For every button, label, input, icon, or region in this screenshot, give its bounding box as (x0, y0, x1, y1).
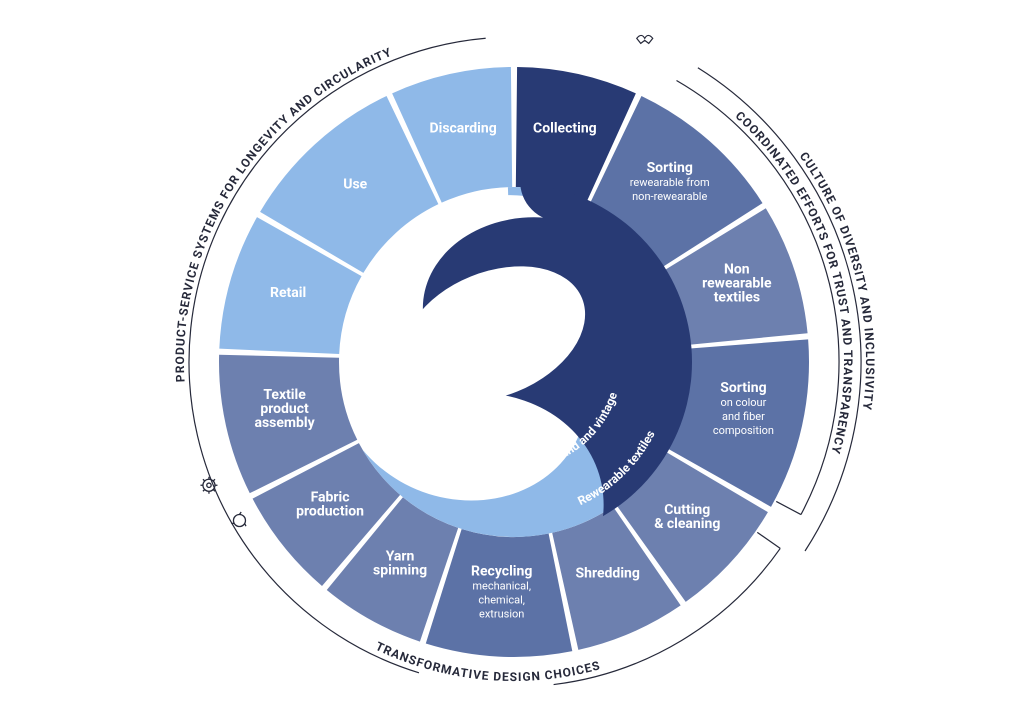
segment-sorting-fiber-text: Sorting (720, 380, 766, 396)
cycle-icon (231, 512, 246, 526)
segment-sorting-fiber-text: on colour (720, 396, 766, 409)
segment-sorting-rewear-text: Sorting (647, 160, 693, 176)
segment-sorting-rewear-text: non-rewearable (632, 190, 707, 203)
segment-assembly-text: assembly (254, 415, 315, 431)
segment-recycling-text: chemical, (478, 594, 525, 607)
gear-icon (200, 477, 217, 494)
segment-discarding-text: Discarding (430, 121, 497, 137)
handshake-icon (637, 35, 653, 43)
segment-shredding-text: Shredding (576, 566, 640, 582)
segment-non-rewearable-text: textiles (714, 289, 760, 305)
segment-retail-text: Retail (270, 285, 306, 301)
segment-recycling-text: mechanical, (472, 580, 531, 593)
segment-recycling-text: extrusion (479, 608, 524, 621)
segment-collecting-text: Collecting (533, 121, 597, 137)
segment-cutting-text: & cleaning (654, 516, 720, 532)
segment-use-text: Use (343, 177, 367, 193)
segment-sorting-fiber-text: and fiber (722, 410, 765, 423)
circular-textile-diagram: UseDiscardingCollectingSortingrewearable… (0, 0, 1028, 725)
segment-fabric-text: production (296, 503, 364, 519)
segment-sorting-fiber-text: composition (713, 424, 774, 437)
segment-recycling-text: Recycling (471, 564, 532, 580)
segment-sorting-rewear-text: rewearable from (630, 176, 710, 189)
segment-yarn-text: spinning (373, 563, 427, 579)
